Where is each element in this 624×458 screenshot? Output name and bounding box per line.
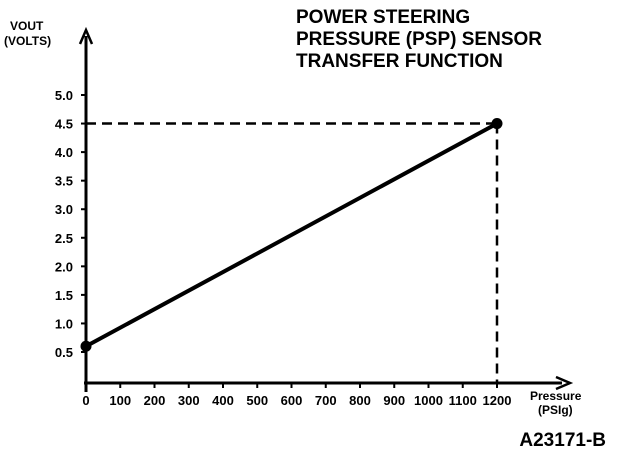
x-axis-arrowhead: [555, 375, 574, 391]
y-axis-title: VOUT (VOLTS): [4, 19, 51, 48]
figure-id: A23171-B: [519, 430, 606, 451]
y-tick-label: 1.0: [55, 316, 73, 331]
data-point: [491, 118, 503, 130]
y-tick-label: 5.0: [55, 88, 73, 103]
y-tick-label: 0.5: [55, 345, 73, 360]
x-tick-label: 800: [349, 393, 371, 408]
x-tick-label: 200: [144, 393, 166, 408]
y-tick-label: 4.5: [55, 117, 73, 132]
series: [80, 118, 503, 352]
x-axis-title: Pressure (PSIg): [530, 389, 582, 417]
x-tick-label: 400: [212, 393, 234, 408]
y-tick-label: 3.0: [55, 202, 73, 217]
x-tick-label: 900: [383, 393, 405, 408]
y-tick-label: 4.0: [55, 145, 73, 160]
x-ticks: 0 100 200 300 400 500 600 700 800 900 1000 1100 1200: [82, 383, 511, 408]
x-tick-label: 0: [82, 393, 89, 408]
data-point: [80, 340, 92, 352]
x-tick-label: 700: [315, 393, 337, 408]
y-tick-label: 1.5: [55, 288, 73, 303]
y-axis-title-line-1: VOUT: [10, 19, 44, 33]
title-line-1: POWER STEERING: [296, 7, 470, 28]
reference-lines: [86, 122, 499, 383]
x-tick-label: 600: [281, 393, 303, 408]
x-axis-title-line-1: Pressure: [530, 389, 582, 403]
y-tick-label: 2.5: [55, 231, 73, 246]
y-tick-label: 3.5: [55, 174, 73, 189]
y-ticks: 0.5 1.0 1.5 2.0 2.5 3.0 3.5 4.0 4.5 5.0: [55, 88, 86, 360]
y-axis-title-line-2: (VOLTS): [4, 34, 51, 48]
x-tick-label: 300: [178, 393, 200, 408]
x-tick-label: 1200: [483, 393, 512, 408]
x-tick-label: 1100: [449, 393, 477, 408]
x-tick-label: 500: [246, 393, 268, 408]
x-tick-label: 100: [109, 393, 131, 408]
x-axis-title-line-2: (PSIg): [538, 403, 573, 417]
chart-title: POWER STEERING PRESSURE (PSP) SENSOR TRA…: [296, 7, 542, 72]
title-line-2: PRESSURE (PSP) SENSOR: [296, 29, 542, 50]
series-line: [84, 121, 499, 349]
x-tick-label: 1000: [414, 393, 443, 408]
y-axis-arrowhead: [78, 26, 94, 45]
y-tick-label: 2.0: [55, 259, 73, 274]
title-line-3: TRANSFER FUNCTION: [296, 51, 503, 72]
